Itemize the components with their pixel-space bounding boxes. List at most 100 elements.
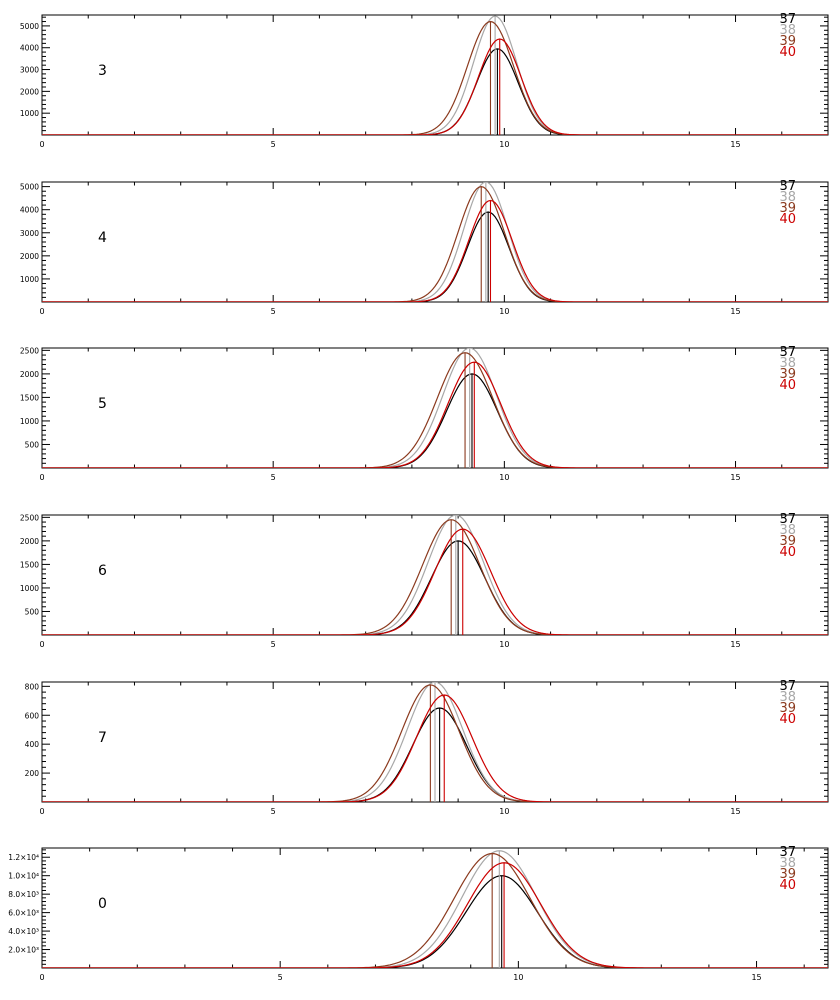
series-line-40	[42, 199, 828, 302]
series-line-38	[42, 515, 828, 635]
x-tick-label: 5	[271, 473, 276, 482]
plot-frame	[41, 514, 829, 636]
y-tick-label: 400	[25, 740, 40, 749]
legend-entry-39: 39	[779, 201, 796, 216]
x-tick-label: 0	[39, 640, 44, 649]
x-tick-label: 5	[278, 973, 283, 982]
y-tick-label: 1500	[20, 393, 39, 402]
y-tick-label: 2000	[20, 252, 39, 261]
panel-label: 0	[98, 896, 107, 912]
y-tick-label: 200	[25, 769, 40, 778]
x-tick-label: 15	[730, 307, 740, 316]
x-tick-label: 10	[513, 973, 523, 982]
y-tick-label: 600	[25, 711, 40, 720]
legend-entry-39: 39	[779, 34, 796, 49]
y-tick-label: 2500	[20, 513, 39, 522]
x-tick-label: 10	[499, 140, 509, 149]
panel-label: 5	[98, 396, 107, 412]
legend-entry-40: 40	[779, 712, 796, 727]
series-line-37	[42, 211, 828, 302]
x-tick-label: 10	[499, 307, 509, 316]
x-tick-label: 5	[271, 807, 276, 816]
legend-entry-40: 40	[779, 545, 796, 560]
legend-entry-40: 40	[779, 212, 796, 227]
y-tick-label: 500	[25, 440, 40, 449]
series-line-37	[42, 540, 828, 635]
legend-entry-39: 39	[779, 701, 796, 716]
panel-0: 0 5 10 15 2.0×10³ 4.0×10³ 6.0×10³ 8.0×10³ 1.0×10…	[8, 845, 829, 982]
legend-entry-37: 37	[779, 845, 796, 860]
x-tick-label: 10	[499, 640, 509, 649]
x-tick-label: 5	[271, 640, 276, 649]
y-tick-label: 3000	[20, 66, 39, 75]
y-tick-label: 5000	[20, 183, 39, 192]
series-line-38	[42, 348, 828, 468]
y-tick-label: 1.0×10⁴	[8, 872, 39, 881]
x-tick-label: 10	[499, 807, 509, 816]
x-tick-label: 0	[39, 140, 44, 149]
y-tick-label: 2000	[20, 537, 39, 546]
y-tick-label: 500	[25, 607, 40, 616]
x-tick-label: 15	[751, 973, 761, 982]
x-tick-label: 0	[39, 807, 44, 816]
legend-entry-39: 39	[779, 867, 796, 882]
x-tick-label: 0	[39, 473, 44, 482]
series-line-40	[42, 528, 828, 635]
series-line-38	[42, 182, 828, 302]
series-line-40	[42, 694, 828, 802]
legend-entry-37: 37	[779, 512, 796, 527]
series-line-40	[42, 361, 828, 468]
x-tick-label: 10	[499, 473, 509, 482]
plot-frame	[41, 347, 829, 469]
legend-entry-39: 39	[779, 534, 796, 549]
y-tick-label: 2000	[20, 370, 39, 379]
y-tick-label: 1500	[20, 560, 39, 569]
y-tick-label: 2000	[20, 87, 39, 96]
legend-entry-37: 37	[779, 679, 796, 694]
x-tick-label: 0	[39, 307, 44, 316]
x-tick-label: 5	[271, 307, 276, 316]
legend-entry-37: 37	[779, 12, 796, 27]
y-tick-label: 1.2×10⁴	[8, 853, 39, 862]
legend-entry-37: 37	[779, 179, 796, 194]
y-tick-label: 4.0×10³	[8, 927, 39, 936]
y-tick-label: 4000	[20, 206, 39, 215]
x-tick-label: 15	[730, 807, 740, 816]
x-tick-label: 0	[39, 973, 44, 982]
series-line-40	[42, 862, 828, 968]
legend-entry-38: 38	[779, 523, 796, 538]
plot-frame	[41, 847, 829, 969]
legend-entry-38: 38	[779, 356, 796, 371]
y-tick-label: 2.0×10³	[8, 946, 39, 955]
series-line-37	[42, 875, 828, 968]
y-tick-label: 800	[25, 682, 40, 691]
series-line-37	[42, 48, 828, 135]
x-tick-label: 5	[271, 140, 276, 149]
y-tick-label: 8.0×10³	[8, 890, 39, 899]
plot-frame	[41, 181, 829, 303]
legend-entry-40: 40	[779, 45, 796, 60]
legend-entry-38: 38	[779, 190, 796, 205]
panel-label: 7	[98, 730, 107, 746]
series-line-38	[42, 850, 828, 968]
y-tick-label: 3000	[20, 229, 39, 238]
legend-entry-39: 39	[779, 367, 796, 382]
y-tick-label: 2500	[20, 346, 39, 355]
series-line-38	[42, 15, 828, 135]
x-tick-label: 15	[730, 640, 740, 649]
series-line-39	[42, 852, 828, 968]
series-line-39	[42, 352, 828, 468]
legend-entry-38: 38	[779, 856, 796, 871]
y-tick-label: 1000	[20, 417, 39, 426]
x-tick-label: 15	[730, 473, 740, 482]
legend-entry-37: 37	[779, 345, 796, 360]
y-tick-label: 4000	[20, 44, 39, 53]
panel-label: 6	[98, 563, 107, 579]
legend-entry-40: 40	[779, 878, 796, 893]
y-tick-label: 1000	[20, 275, 39, 284]
